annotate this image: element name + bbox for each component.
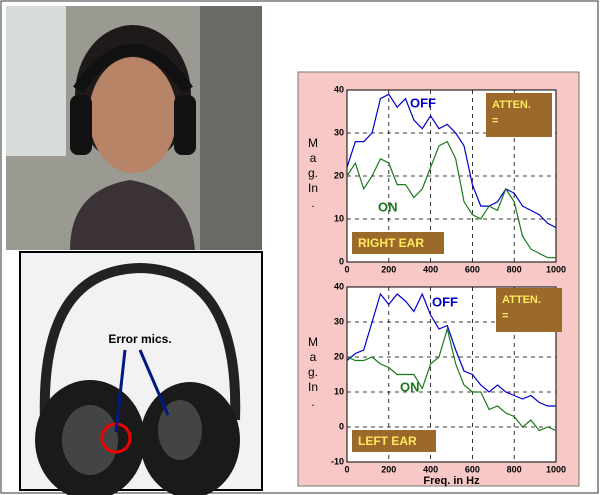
- y-tick-label: 40: [334, 281, 344, 291]
- x-tick-label: 600: [465, 264, 480, 274]
- y-axis-label: Mag. In .: [307, 334, 318, 409]
- atten-label: ATTEN.: [492, 99, 531, 111]
- x-tick-label: 400: [423, 464, 438, 474]
- y-tick-label: 0: [339, 421, 344, 431]
- x-tick-label: 600: [465, 464, 480, 474]
- y-tick-label: 20: [334, 170, 344, 180]
- atten-value: =: [502, 310, 508, 322]
- series-line: [346, 326, 557, 432]
- series-line: [346, 93, 557, 229]
- y-axis-label: Mag. In .: [307, 136, 318, 210]
- x-tick-label: 800: [507, 464, 522, 474]
- x-tick-label: 0: [344, 264, 349, 274]
- series-label: ON: [400, 379, 420, 394]
- y-tick-label: 40: [334, 84, 344, 94]
- annotation: Error mics.: [108, 332, 171, 346]
- series-label: OFF: [410, 95, 436, 110]
- series-label: ON: [378, 199, 398, 214]
- ear-label: RIGHT EAR: [358, 236, 424, 250]
- ear-label: LEFT EAR: [358, 434, 417, 448]
- x-tick-label: 1000: [546, 464, 566, 474]
- atten-value: =: [492, 115, 498, 127]
- y-tick-label: 30: [334, 127, 344, 137]
- x-tick-label: 0: [344, 464, 349, 474]
- x-axis-label: Freq. in Hz: [423, 475, 480, 487]
- series-line: [346, 292, 556, 407]
- atten-box: [496, 288, 562, 332]
- atten-box: [486, 93, 552, 137]
- x-tick-label: 200: [381, 464, 396, 474]
- y-tick-label: 0: [339, 256, 344, 266]
- atten-label: ATTEN.: [502, 294, 541, 306]
- x-tick-label: 200: [381, 264, 396, 274]
- ear-box: [352, 232, 444, 254]
- ear-box: [352, 430, 436, 452]
- headphone-photo: Error mics.: [19, 251, 263, 495]
- y-tick-label: -10: [331, 456, 344, 466]
- y-tick-label: 30: [334, 316, 344, 326]
- y-tick-label: 20: [334, 351, 344, 361]
- series-line: [346, 140, 556, 259]
- x-tick-label: 800: [507, 264, 522, 274]
- y-tick-label: 10: [334, 213, 344, 223]
- x-tick-label: 400: [423, 264, 438, 274]
- portrait-photo: [6, 6, 262, 250]
- series-label: OFF: [432, 294, 458, 309]
- x-tick-label: 1000: [546, 264, 566, 274]
- y-tick-label: 10: [334, 386, 344, 396]
